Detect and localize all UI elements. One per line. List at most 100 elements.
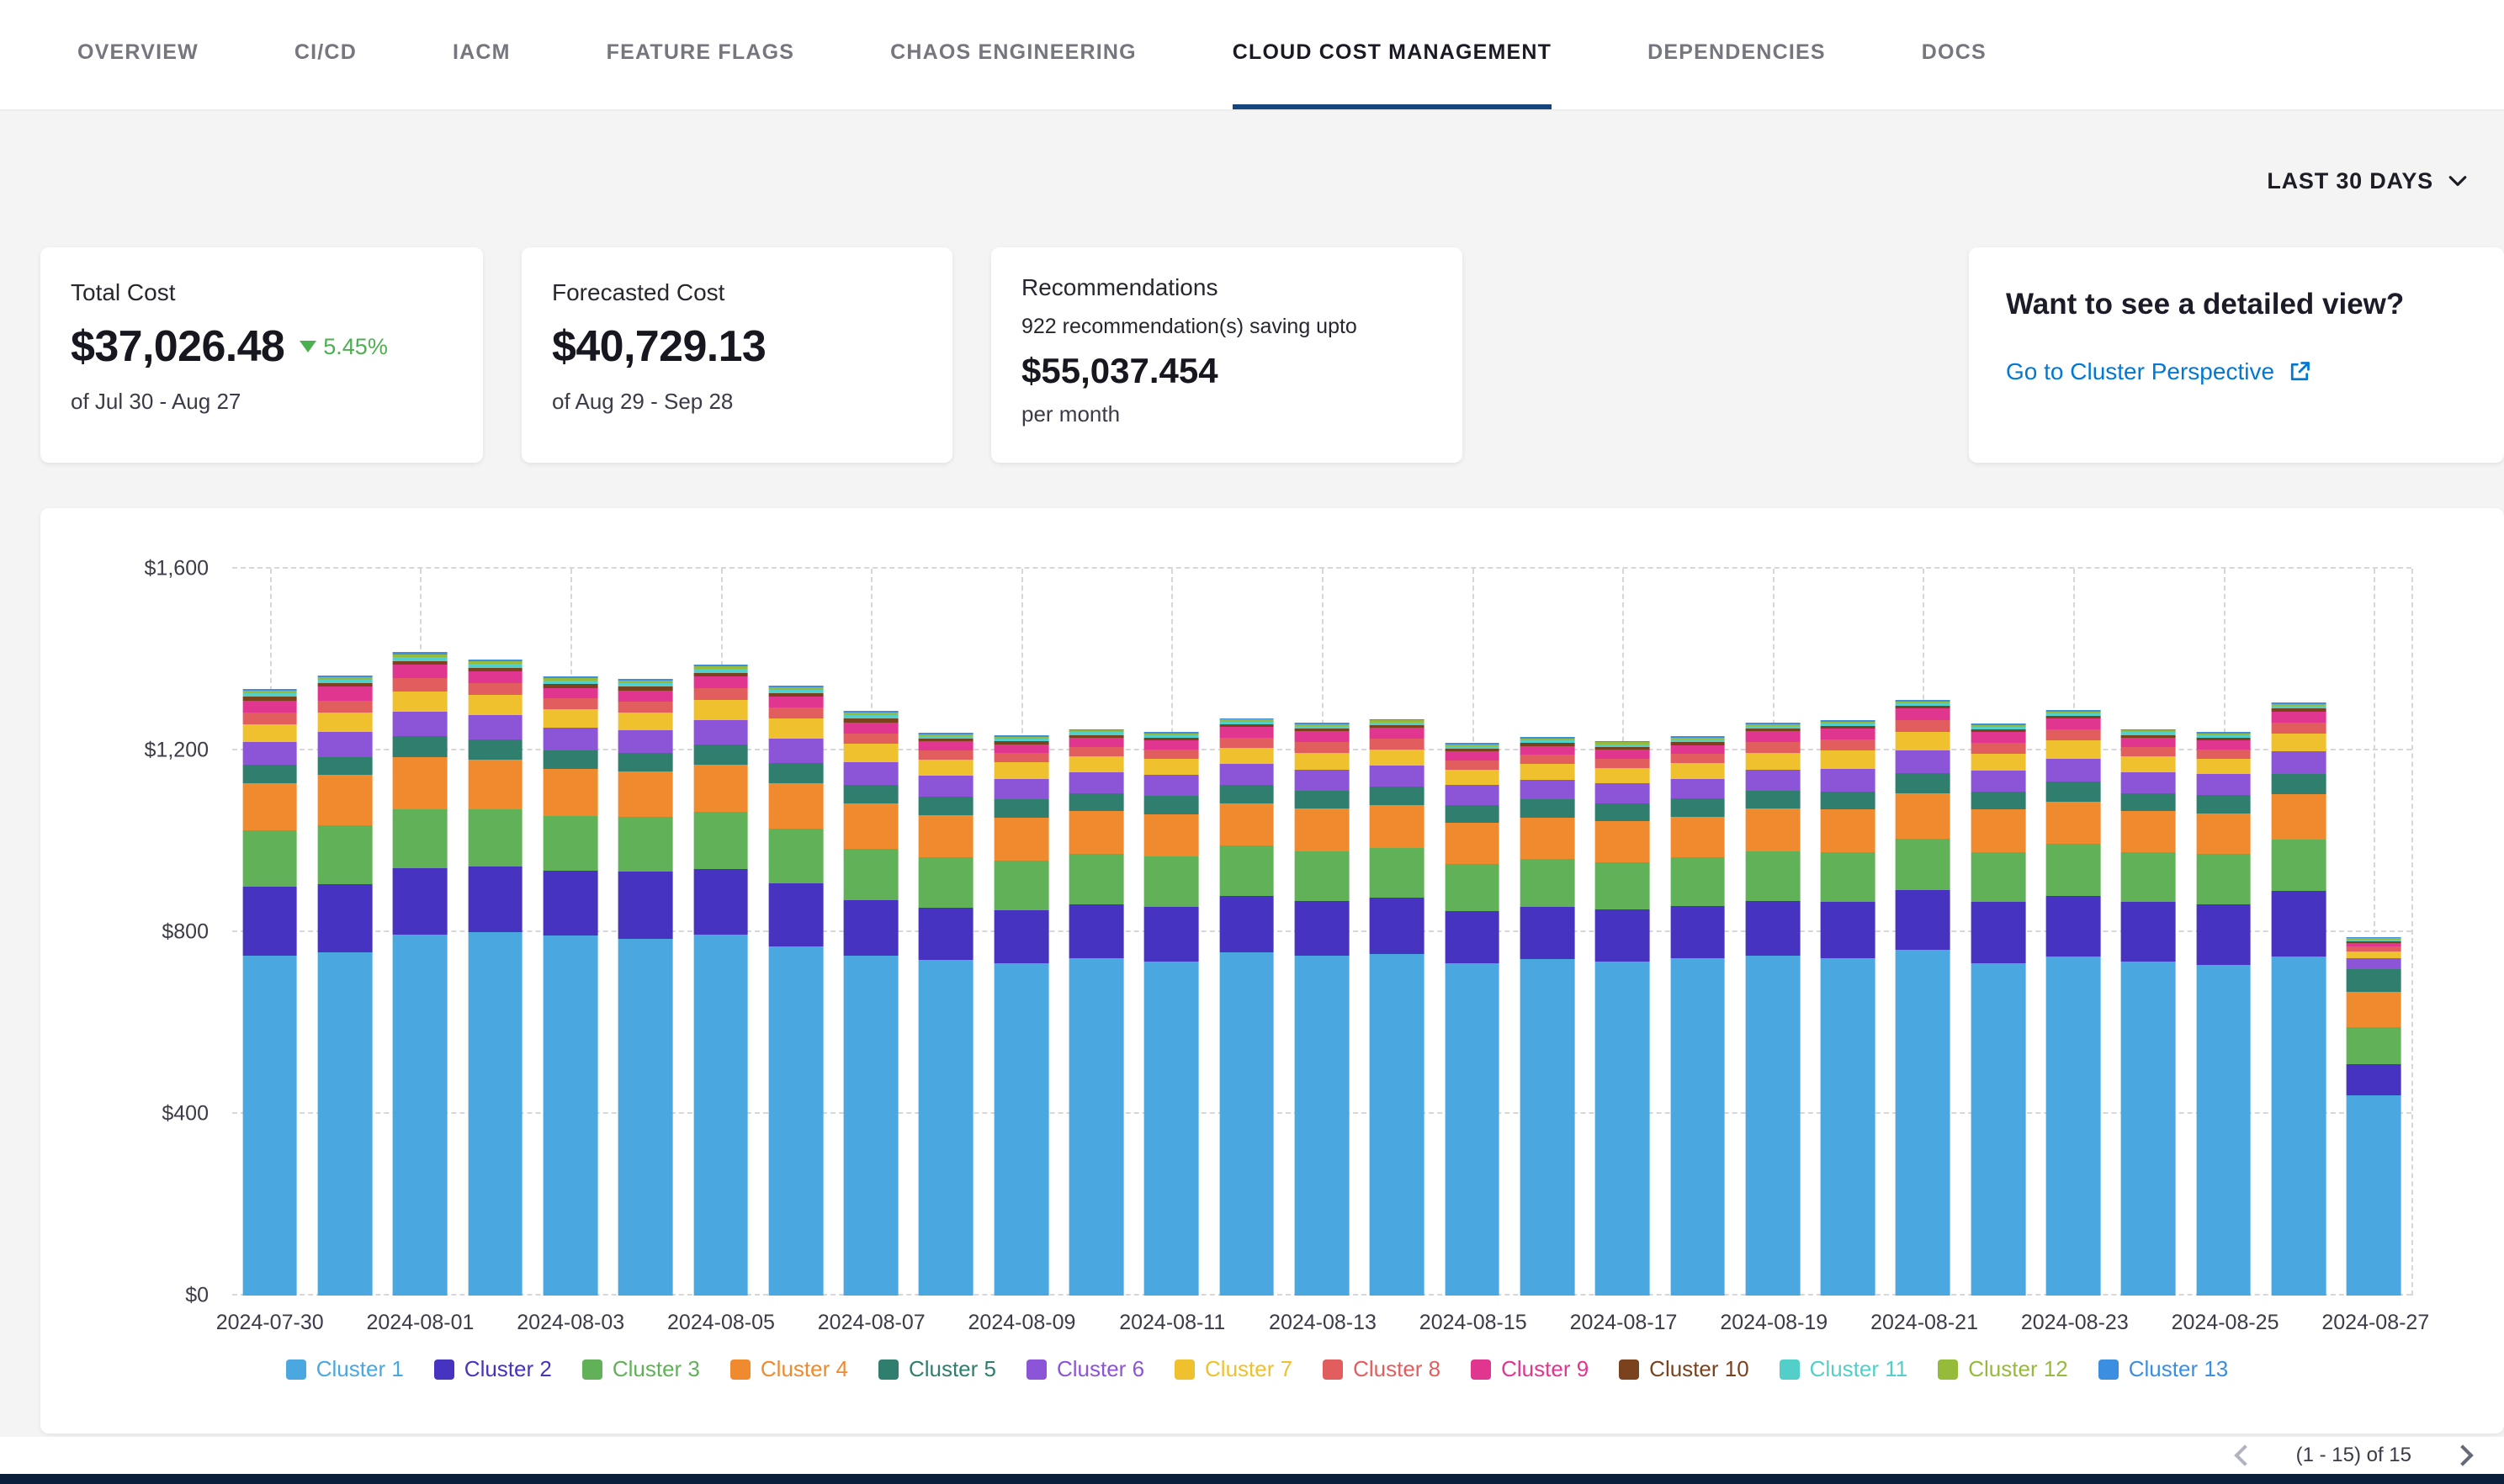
bar-segment-cluster-4[interactable] [1670,816,1725,858]
bar-segment-cluster-4[interactable] [1294,808,1350,851]
bar-segment-cluster-8[interactable] [618,701,673,713]
bar-segment-cluster-5[interactable] [2045,781,2101,802]
bar-2024-08-20[interactable] [1820,569,1875,1296]
bar-segment-cluster-8[interactable] [1745,742,1801,754]
bar-segment-cluster-4[interactable] [843,803,899,849]
legend-item-cluster-8[interactable]: Cluster 8 [1323,1356,1440,1382]
bar-segment-cluster-3[interactable] [1445,864,1499,912]
bar-segment-cluster-6[interactable] [919,776,973,798]
bar-segment-cluster-11[interactable] [1820,723,1875,726]
bar-segment-cluster-11[interactable] [843,714,899,719]
bar-segment-cluster-10[interactable] [468,667,523,672]
bar-segment-cluster-13[interactable] [919,733,973,734]
bar-segment-cluster-13[interactable] [392,652,448,655]
bar-segment-cluster-12[interactable] [1144,733,1199,735]
bar-segment-cluster-4[interactable] [543,768,598,816]
bar-segment-cluster-10[interactable] [1069,734,1124,738]
bar-2024-08-14[interactable] [1369,569,1424,1296]
bar-segment-cluster-12[interactable] [1294,723,1350,726]
bar-segment-cluster-6[interactable] [468,714,523,740]
tab-cloud-cost-management[interactable]: CLOUD COST MANAGEMENT [1232,0,1552,109]
bar-segment-cluster-5[interactable] [1594,803,1650,822]
bar-segment-cluster-4[interactable] [1219,803,1275,846]
bar-segment-cluster-7[interactable] [1594,767,1650,783]
bar-segment-cluster-6[interactable] [1520,779,1575,800]
bar-segment-cluster-2[interactable] [2271,891,2326,957]
bar-segment-cluster-2[interactable] [1520,906,1575,960]
bar-segment-cluster-7[interactable] [392,692,448,713]
bar-segment-cluster-5[interactable] [1445,804,1499,824]
chevron-left-icon pagination-prev-button[interactable] [2233,1444,2256,1466]
bar-segment-cluster-11[interactable] [1971,727,2026,730]
bar-segment-cluster-4[interactable] [2271,793,2326,840]
bar-segment-cluster-10[interactable] [693,672,748,677]
bar-segment-cluster-11[interactable] [1594,744,1650,747]
tab-overview[interactable]: OVERVIEW [77,40,199,64]
bar-segment-cluster-3[interactable] [1294,851,1350,902]
date-range-dropdown[interactable]: LAST 30 DAYS [2267,168,2467,194]
bar-2024-08-21[interactable] [1896,569,1950,1296]
bar-segment-cluster-7[interactable] [2121,755,2176,772]
bar-2024-08-19[interactable] [1745,569,1801,1296]
legend-item-cluster-4[interactable]: Cluster 4 [729,1356,848,1382]
bar-segment-cluster-1[interactable] [1369,953,1424,1296]
legend-item-cluster-5[interactable]: Cluster 5 [878,1356,996,1382]
bar-segment-cluster-9[interactable] [2346,943,2401,947]
bar-segment-cluster-2[interactable] [392,867,448,935]
bar-segment-cluster-12[interactable] [392,655,448,658]
bar-segment-cluster-8[interactable] [2045,729,2101,741]
bar-segment-cluster-8[interactable] [693,688,748,701]
bar-segment-cluster-7[interactable] [1896,732,1950,751]
bar-segment-cluster-13[interactable] [2271,702,2326,704]
bar-segment-cluster-10[interactable] [2121,734,2176,738]
bar-segment-cluster-2[interactable] [1670,905,1725,959]
bar-segment-cluster-8[interactable] [392,678,448,692]
bar-segment-cluster-1[interactable] [2346,1095,2401,1296]
bar-segment-cluster-6[interactable] [1594,782,1650,803]
bar-segment-cluster-1[interactable] [1820,958,1875,1296]
bar-2024-08-04[interactable] [618,569,673,1296]
bar-2024-08-01[interactable] [392,569,448,1296]
bar-segment-cluster-7[interactable] [1670,763,1725,779]
bar-segment-cluster-7[interactable] [2045,740,2101,759]
bar-segment-cluster-12[interactable] [1745,723,1801,726]
bar-segment-cluster-4[interactable] [1369,804,1424,848]
bar-segment-cluster-4[interactable] [1896,792,1950,839]
bar-segment-cluster-8[interactable] [919,750,973,760]
bar-segment-cluster-5[interactable] [392,736,448,758]
bar-segment-cluster-7[interactable] [768,718,824,739]
bar-segment-cluster-3[interactable] [317,824,373,884]
legend-item-cluster-13[interactable]: Cluster 13 [2098,1356,2228,1382]
bar-segment-cluster-3[interactable] [618,816,673,872]
bar-segment-cluster-13[interactable] [1520,737,1575,739]
bar-segment-cluster-7[interactable] [994,762,1049,779]
bar-segment-cluster-2[interactable] [1971,902,2026,963]
bar-segment-cluster-13[interactable] [1896,700,1950,702]
bar-segment-cluster-3[interactable] [1594,861,1650,910]
bar-segment-cluster-13[interactable] [1971,723,2026,725]
bar-segment-cluster-5[interactable] [1520,799,1575,818]
bar-segment-cluster-7[interactable] [1971,754,2026,771]
bar-segment-cluster-6[interactable] [768,738,824,764]
bar-segment-cluster-9[interactable] [768,697,824,708]
bar-segment-cluster-5[interactable] [843,785,899,803]
bar-segment-cluster-1[interactable] [843,956,899,1296]
bar-segment-cluster-3[interactable] [843,848,899,901]
bar-segment-cluster-6[interactable] [543,728,598,751]
bar-segment-cluster-11[interactable] [242,693,298,697]
bar-segment-cluster-4[interactable] [1594,821,1650,862]
bar-segment-cluster-6[interactable] [1445,785,1499,805]
bar-segment-cluster-6[interactable] [317,732,373,757]
bar-segment-cluster-2[interactable] [843,900,899,957]
bar-segment-cluster-13[interactable] [1594,740,1650,743]
bar-segment-cluster-8[interactable] [843,733,899,745]
legend-item-cluster-2[interactable]: Cluster 2 [433,1356,552,1382]
bar-segment-cluster-12[interactable] [1219,719,1275,722]
bar-segment-cluster-12[interactable] [2271,704,2326,707]
bar-2024-08-08[interactable] [919,569,973,1296]
bar-segment-cluster-2[interactable] [994,910,1049,963]
bar-segment-cluster-3[interactable] [1069,854,1124,904]
bar-segment-cluster-10[interactable] [2045,716,2101,719]
bar-segment-cluster-7[interactable] [2271,733,2326,752]
bar-segment-cluster-3[interactable] [768,828,824,883]
